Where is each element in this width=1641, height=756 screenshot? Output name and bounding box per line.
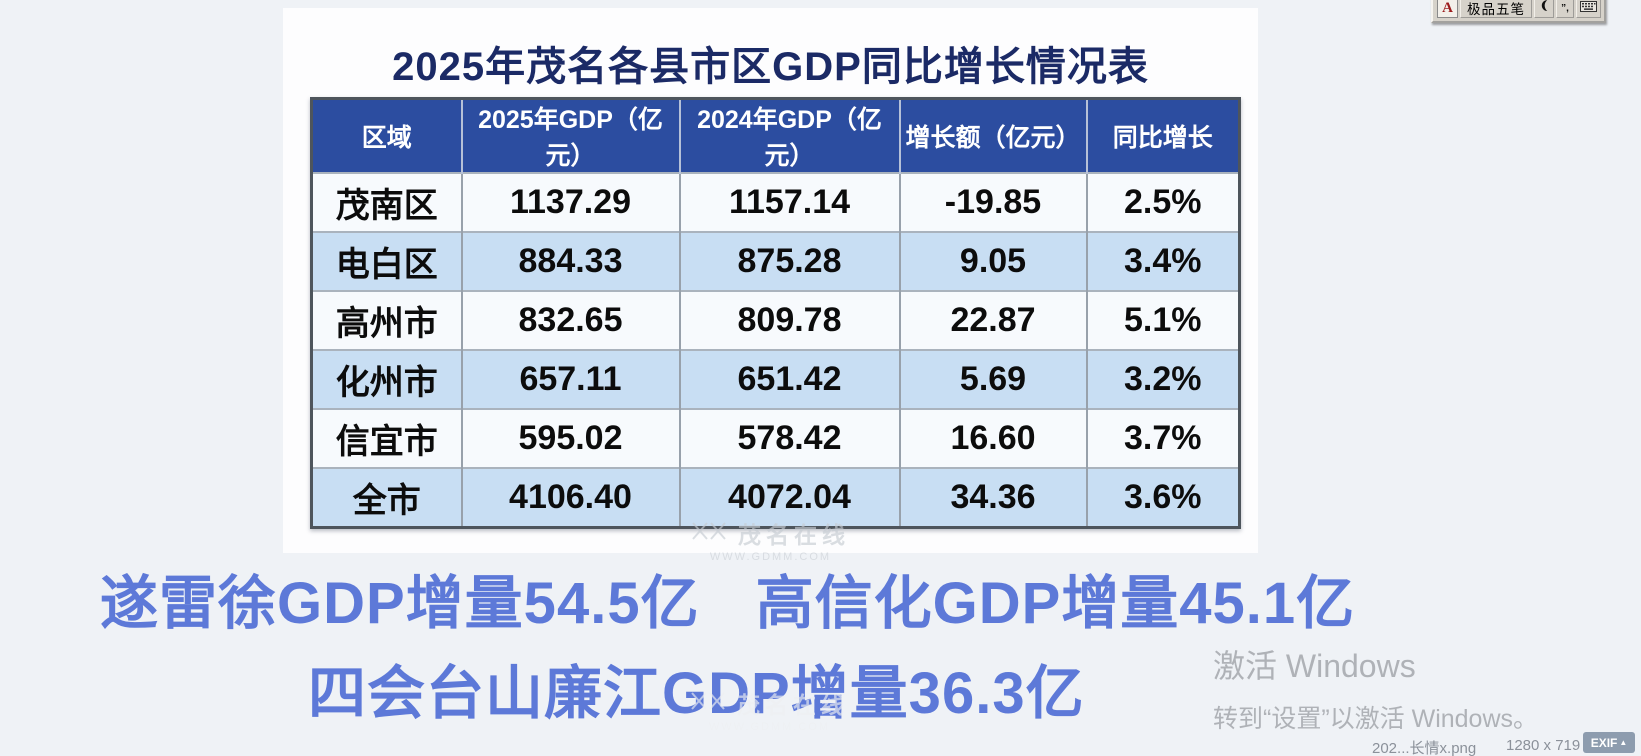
windows-activation-watermark: 激活 Windows 转到“设置”以激活 Windows。: [1213, 641, 1538, 735]
cell-gdp2024: 578.42: [678, 408, 900, 468]
moon-icon: [1538, 0, 1551, 17]
cell-growth: 16.60: [898, 408, 1087, 468]
cell-growth: 34.36: [898, 467, 1087, 527]
table-row: 化州市 657.11 651.42 5.69 3.2%: [311, 349, 1240, 409]
ime-language-bar: A 极品五笔 ”,: [1431, 0, 1606, 23]
photo-panel: 2025年茂名各县市区GDP同比增长情况表 区域 2025年GDP（亿元） 20…: [283, 8, 1258, 563]
ime-mode-button[interactable]: A: [1437, 0, 1458, 18]
photo-table-title: 2025年茂名各县市区GDP同比增长情况表: [392, 45, 1149, 89]
caption-line-1: 遂雷徐GDP增量54.5亿 高信化GDP增量45.1亿: [100, 556, 1355, 640]
cell-yoy: 3.7%: [1085, 408, 1240, 468]
cell-growth: 9.05: [898, 231, 1087, 291]
cell-yoy: 3.4%: [1085, 231, 1240, 291]
viewer-image-dimensions: 1280 x 719: [1506, 737, 1581, 754]
cell-gdp2025: 884.33: [460, 231, 680, 291]
cell-growth: -19.85: [898, 172, 1087, 232]
header-growth-amount: 增长额（亿元）: [898, 98, 1087, 173]
cell-gdp2024: 1157.14: [678, 172, 900, 232]
cell-gdp2024: 809.78: [678, 290, 900, 350]
cell-gdp2024: 875.28: [678, 231, 900, 291]
ime-softkeyboard-button[interactable]: [1576, 0, 1601, 18]
cell-gdp2024: 651.42: [678, 349, 900, 409]
table-header-row: 区域 2025年GDP（亿元） 2024年GDP（亿元） 增长额（亿元） 同比增…: [311, 98, 1240, 173]
site-watermark-url: WWW.GDMM.COM: [709, 551, 832, 563]
activation-title: 激活 Windows: [1213, 648, 1416, 684]
caption-line-2: 四会台山廉江GDP增量36.3亿: [308, 661, 1085, 726]
punctuation-icon: ”,: [1561, 2, 1569, 14]
cell-gdp2025: 4106.40: [460, 467, 680, 527]
cell-growth: 22.87: [898, 290, 1087, 350]
cell-yoy: 3.2%: [1085, 349, 1240, 409]
site-watermark: 茂名在线 WWW.GDMM.COM: [283, 516, 1258, 563]
header-gdp-2025: 2025年GDP（亿元）: [460, 98, 680, 173]
chevron-up-icon: ▲: [1619, 737, 1628, 747]
table-row: 茂南区 1137.29 1157.14 -19.85 2.5%: [311, 172, 1240, 232]
table-row: 信宜市 595.02 578.42 16.60 3.7%: [311, 408, 1240, 468]
site-watermark-bottom: 茂名在线 WWW.GDMM.COM: [690, 686, 849, 733]
header-region: 区域: [311, 98, 462, 173]
ime-punctuation-toggle[interactable]: ”,: [1556, 0, 1574, 18]
caption-line-1a: 遂雷徐GDP增量54.5亿: [100, 571, 700, 636]
viewer-filename: 202...长情x.png: [1372, 740, 1477, 756]
cell-yoy: 2.5%: [1085, 172, 1240, 232]
exif-button[interactable]: EXIF ▲: [1583, 732, 1635, 753]
site-watermark-url: WWW.GDMM.COM: [708, 721, 831, 733]
table-row: 电白区 884.33 875.28 9.05 3.4%: [311, 231, 1240, 291]
ime-fullhalf-toggle[interactable]: [1534, 0, 1554, 18]
cell-gdp2025: 595.02: [460, 408, 680, 468]
cell-region: 全市: [311, 467, 462, 527]
keyboard-icon: [1580, 0, 1597, 17]
site-watermark-name: 茂名在线: [737, 692, 849, 718]
site-logo-icon: [690, 691, 728, 716]
cell-region: 高州市: [311, 290, 462, 350]
cell-gdp2025: 832.65: [460, 290, 680, 350]
cell-yoy: 3.6%: [1085, 467, 1240, 527]
cell-region: 信宜市: [311, 408, 462, 468]
caption-line-1b: 高信化GDP增量45.1亿: [755, 571, 1356, 636]
cell-region: 电白区: [311, 231, 462, 291]
ime-name-button[interactable]: 极品五笔: [1460, 0, 1532, 18]
site-watermark-name: 茂名在线: [738, 522, 850, 548]
site-logo-icon: [691, 521, 729, 546]
cell-region: 茂南区: [311, 172, 462, 232]
cell-gdp2024: 4072.04: [678, 467, 900, 527]
cell-growth: 5.69: [898, 349, 1087, 409]
cell-gdp2025: 1137.29: [460, 172, 680, 232]
table-row: 高州市 832.65 809.78 22.87 5.1%: [311, 290, 1240, 350]
header-gdp-2024: 2024年GDP（亿元）: [678, 98, 900, 173]
table-row-total: 全市 4106.40 4072.04 34.36 3.6%: [311, 467, 1240, 527]
activation-subtitle: 转到“设置”以激活 Windows。: [1213, 705, 1539, 733]
cell-region: 化州市: [311, 349, 462, 409]
header-yoy-growth: 同比增长: [1085, 98, 1240, 173]
gdp-table: 区域 2025年GDP（亿元） 2024年GDP（亿元） 增长额（亿元） 同比增…: [310, 97, 1241, 529]
cell-gdp2025: 657.11: [460, 349, 680, 409]
cell-yoy: 5.1%: [1085, 290, 1240, 350]
exif-button-label: EXIF: [1590, 735, 1618, 750]
